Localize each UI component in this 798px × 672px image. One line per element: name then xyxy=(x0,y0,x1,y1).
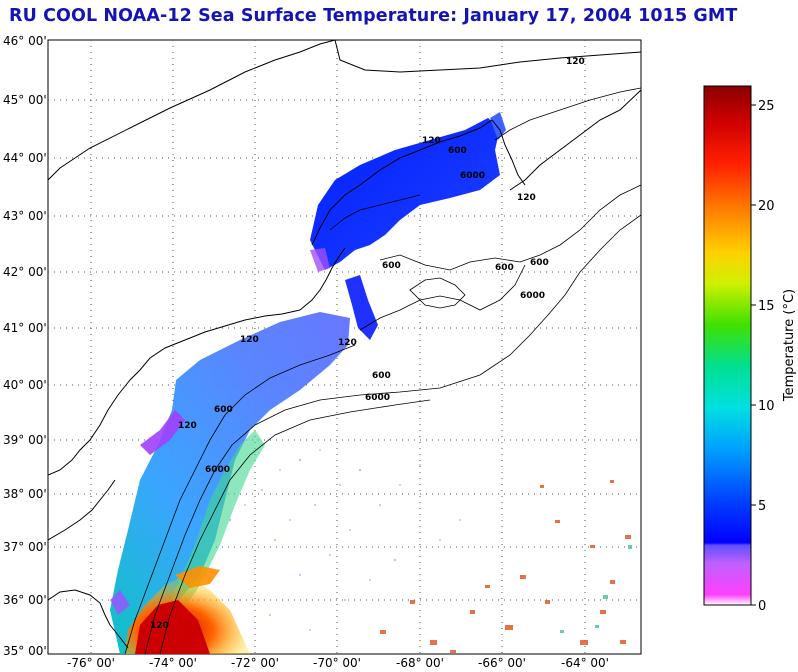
colorbar-tick-label: 0 xyxy=(758,599,766,614)
contour-label: 120 xyxy=(566,57,585,67)
latitude-label: 35° 00' xyxy=(3,644,47,658)
contour-label: 120 xyxy=(178,421,197,431)
latitude-label: 38° 00' xyxy=(3,487,47,501)
contour-label: 6000 xyxy=(205,465,230,475)
contour-label: 120 xyxy=(150,621,169,631)
latitude-label: 40° 00' xyxy=(3,378,47,392)
latitude-label: 39° 00' xyxy=(3,433,47,447)
contour-label: 600 xyxy=(214,405,233,415)
contour-label: 120 xyxy=(422,136,441,146)
longitude-label: -66° 00' xyxy=(478,656,526,670)
bathymetry-contours xyxy=(124,87,641,654)
colorbar-tick-label: 10 xyxy=(758,399,775,414)
longitude-label: -74° 00' xyxy=(149,656,197,670)
contour-label: 600 xyxy=(448,146,467,156)
colorbar: 25 20 15 10 5 0 Temperature (°C) xyxy=(703,85,797,614)
offshore-speckle xyxy=(213,449,632,653)
colorbar-gradient xyxy=(703,85,752,606)
contour-label: 120 xyxy=(338,338,357,348)
latitude-label: 43° 00' xyxy=(3,209,47,223)
latitude-label: 45° 00' xyxy=(3,93,47,107)
longitude-label: -72° 00' xyxy=(231,656,279,670)
coastline xyxy=(48,40,641,649)
contour-label: 120 xyxy=(517,193,536,203)
latitude-label: 37° 00' xyxy=(3,540,47,554)
colorbar-title: Temperature (°C) xyxy=(782,289,797,402)
latitude-label: 36° 00' xyxy=(3,593,47,607)
contour-label: 6000 xyxy=(365,393,390,403)
latitude-label: 44° 00' xyxy=(3,151,47,165)
longitude-label: -68° 00' xyxy=(396,656,444,670)
shelf-water-sst xyxy=(110,312,350,654)
contour-label: 600 xyxy=(372,371,391,381)
contour-label: 6000 xyxy=(460,171,485,181)
contour-labels: 120 120 600 6000 600 600 120 600 6000 12… xyxy=(150,57,585,631)
gulf-of-maine-sst xyxy=(310,118,500,270)
colorbar-tick-label: 20 xyxy=(758,199,775,214)
graticule xyxy=(48,40,641,654)
colorbar-tick-label: 5 xyxy=(758,499,766,514)
contour-label: 600 xyxy=(382,261,401,271)
latitude-label: 46° 00' xyxy=(3,34,47,48)
colorbar-tick-label: 25 xyxy=(758,99,775,114)
longitude-label: -64° 00' xyxy=(561,656,609,670)
longitude-label: -76° 00' xyxy=(67,656,115,670)
longitude-label: -70° 00' xyxy=(313,656,361,670)
contour-label: 600 xyxy=(495,263,514,273)
latitude-axis: 46° 00' 45° 00' 44° 00' 43° 00' 42° 00' … xyxy=(3,34,47,658)
contour-label: 600 xyxy=(530,258,549,268)
latitude-label: 41° 00' xyxy=(3,321,47,335)
contour-label: 120 xyxy=(240,335,259,345)
colorbar-tick-label: 15 xyxy=(758,299,775,314)
contour-label: 6000 xyxy=(520,291,545,301)
longitude-axis: -76° 00' -74° 00' -72° 00' -70° 00' -68°… xyxy=(67,656,609,670)
map-title: RU COOL NOAA-12 Sea Surface Temperature:… xyxy=(9,6,738,26)
latitude-label: 42° 00' xyxy=(3,265,47,279)
